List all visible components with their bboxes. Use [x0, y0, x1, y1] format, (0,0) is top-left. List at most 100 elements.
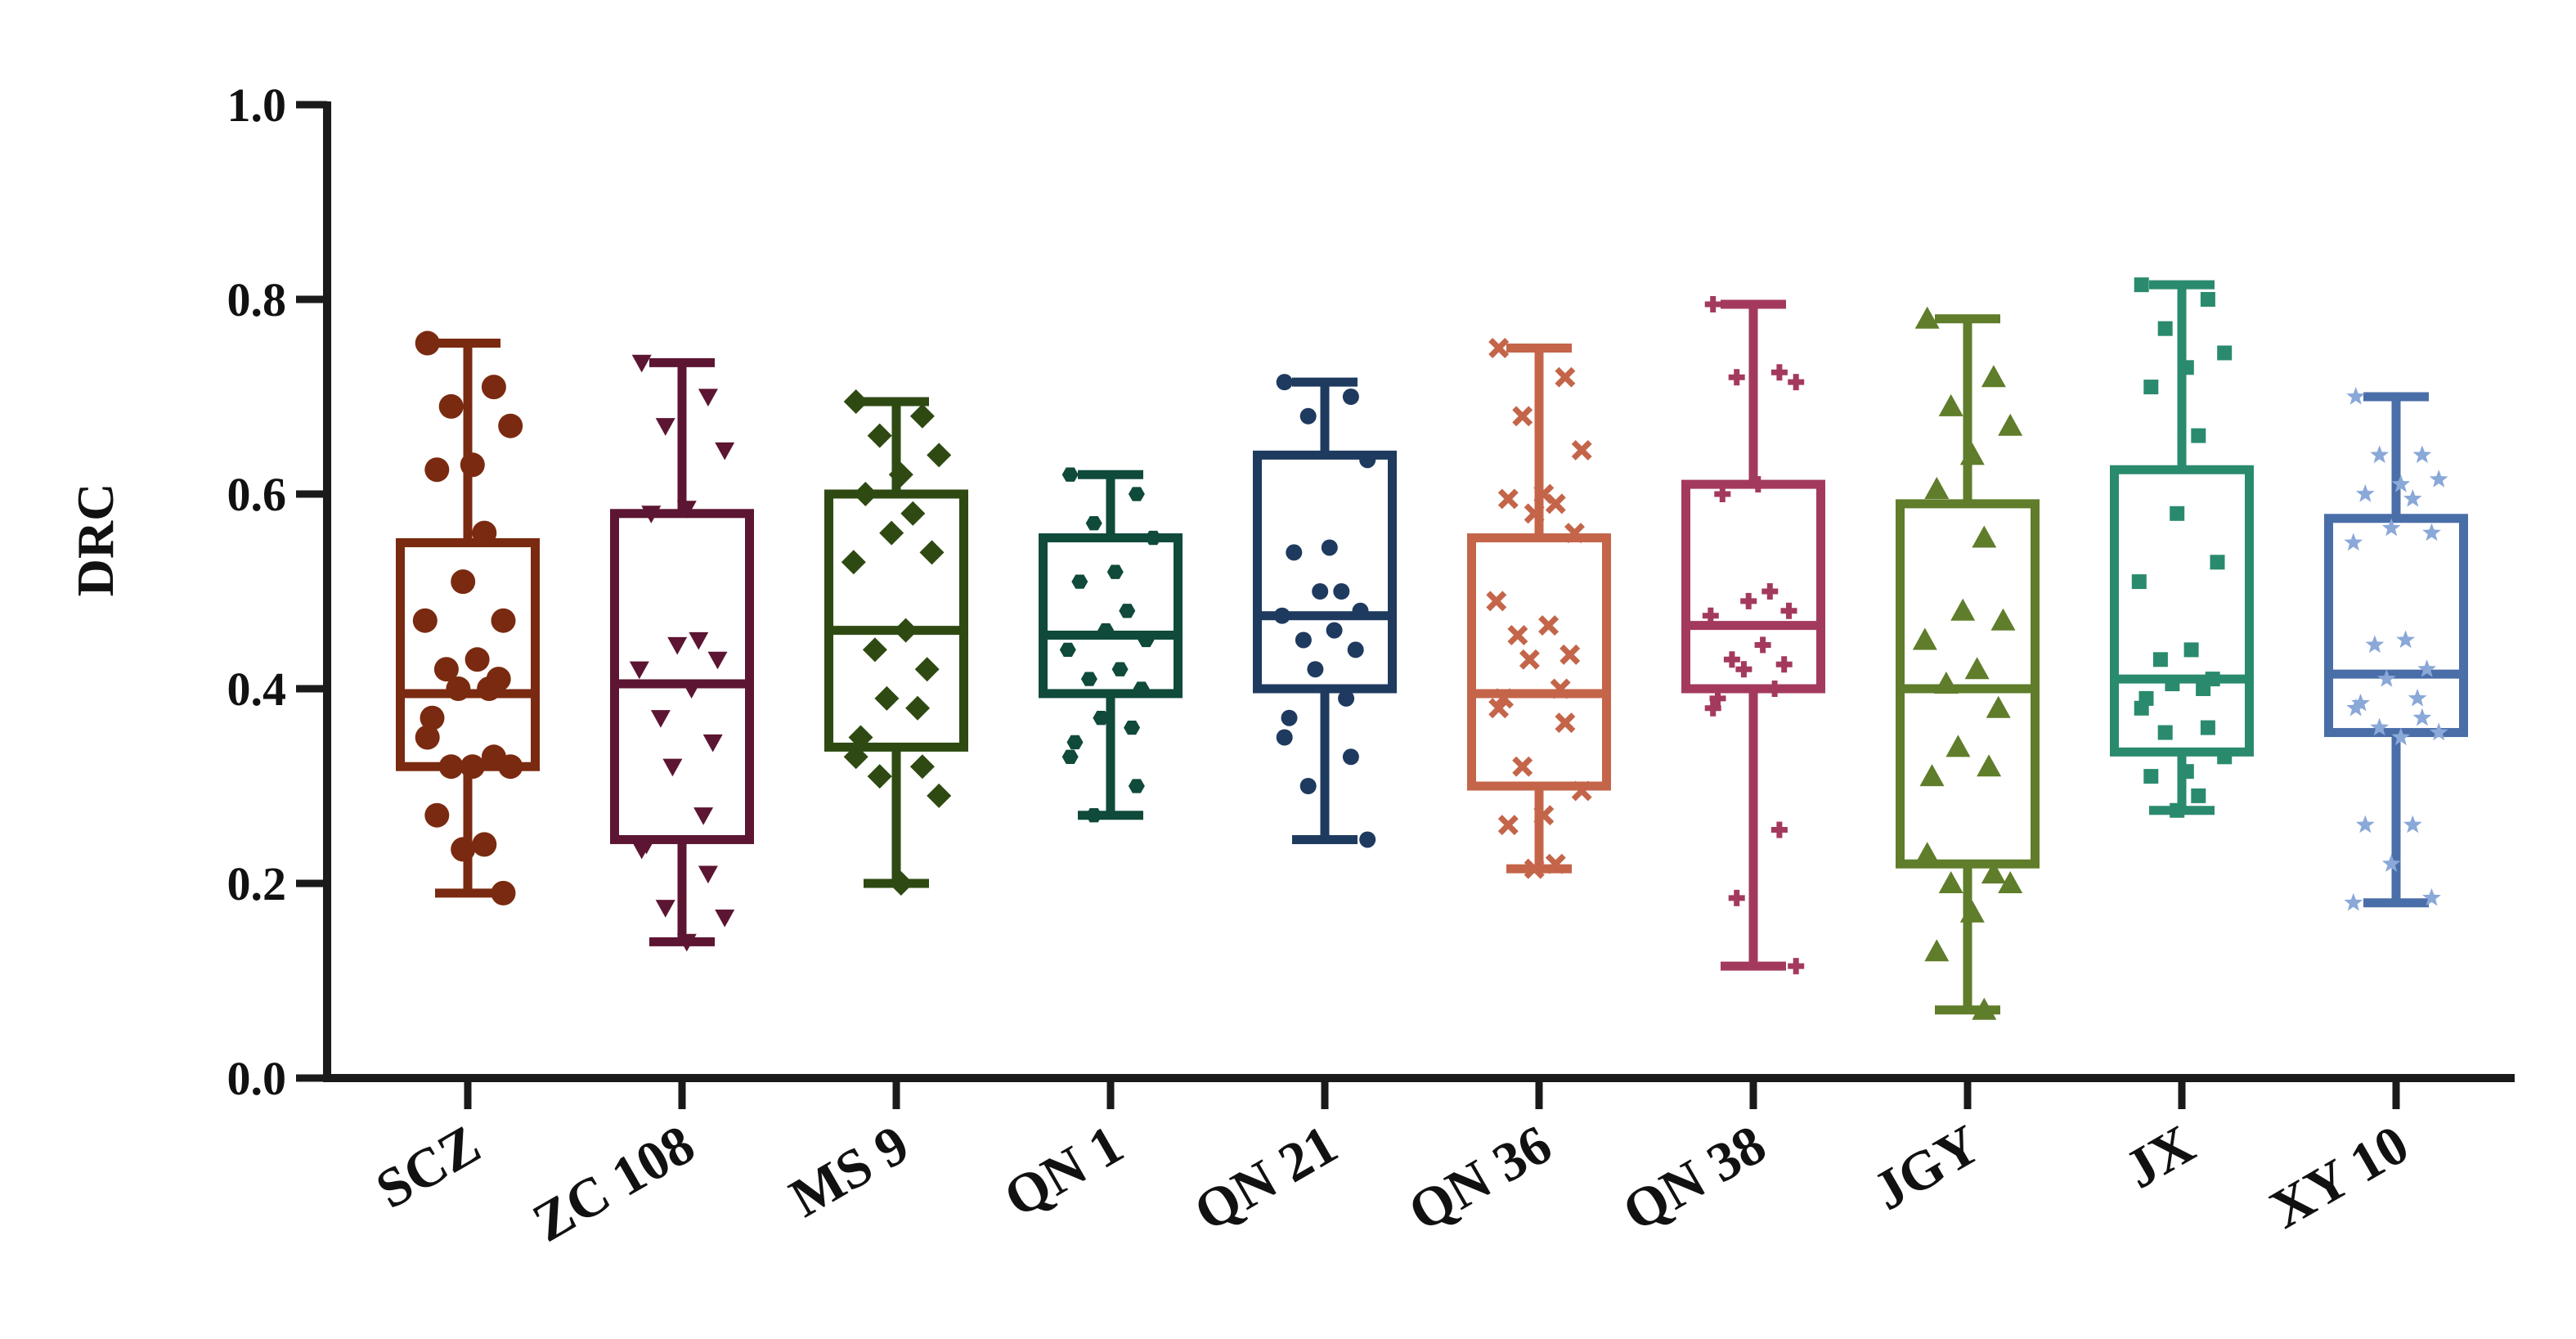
- data-point: [1555, 712, 1576, 734]
- x-tick-label: SCZ: [366, 1112, 491, 1220]
- data-point: [1981, 365, 2006, 388]
- data-point: [909, 754, 935, 780]
- data-point: [698, 389, 718, 407]
- data-point: [927, 783, 952, 808]
- data-point: [2143, 769, 2159, 784]
- data-point: [1964, 657, 1990, 680]
- data-point: [2429, 470, 2448, 488]
- data-point: [472, 520, 497, 546]
- data-point: [1571, 780, 1592, 802]
- points-jgy: [1912, 306, 2023, 1020]
- points-jx: [2131, 277, 2233, 818]
- data-point: [1071, 574, 1088, 589]
- data-point: [698, 865, 718, 884]
- data-point: [867, 423, 892, 448]
- data-point: [919, 540, 945, 565]
- data-point: [879, 520, 904, 546]
- data-point: [1093, 711, 1110, 726]
- data-point: [2412, 445, 2432, 464]
- data-point: [2370, 717, 2390, 736]
- points-qn-36: [1486, 338, 1592, 879]
- box-qn-21: [1253, 377, 1397, 844]
- data-point: [1276, 374, 1293, 391]
- data-point: [2134, 277, 2149, 293]
- data-point: [1106, 564, 1124, 579]
- data-point: [676, 501, 697, 519]
- data-point: [1519, 649, 1540, 670]
- data-point: [1945, 735, 1971, 757]
- points-qn-38: [1702, 295, 1805, 975]
- data-point: [1321, 539, 1338, 556]
- data-point: [1972, 997, 1997, 1020]
- data-point: [1080, 672, 1097, 686]
- data-point: [2429, 722, 2448, 741]
- data-point: [491, 880, 516, 905]
- x-axis: [323, 1074, 2515, 1109]
- data-point: [1342, 748, 1359, 766]
- x-tick-label: MS 9: [779, 1112, 919, 1229]
- data-point: [681, 681, 702, 699]
- data-point: [841, 550, 866, 575]
- data-point: [2351, 693, 2370, 712]
- data-point: [2179, 764, 2194, 780]
- box-jx: [2110, 280, 2254, 816]
- data-point: [2200, 292, 2215, 307]
- iqr-box: [1896, 499, 2040, 869]
- y-tick-label: 0.2: [227, 857, 287, 910]
- data-point: [1704, 295, 1721, 312]
- points-scz: [412, 330, 523, 905]
- data-point: [702, 734, 723, 753]
- data-point: [446, 676, 471, 701]
- data-point: [1145, 530, 1162, 546]
- data-point: [667, 636, 688, 655]
- data-point: [1085, 808, 1102, 823]
- data-point: [1286, 544, 1303, 561]
- data-point: [1359, 831, 1376, 848]
- data-point: [1342, 389, 1359, 405]
- iqr-box: [2110, 465, 2254, 757]
- data-point: [498, 413, 523, 438]
- points-xy-10: [2344, 387, 2448, 911]
- data-point: [2408, 688, 2427, 707]
- data-point: [1924, 477, 1950, 500]
- data-point: [893, 618, 918, 643]
- x-tick-label: JX: [2115, 1112, 2205, 1200]
- data-point: [2210, 555, 2225, 570]
- data-point: [2143, 380, 2159, 395]
- data-point: [412, 608, 438, 633]
- data-point: [1545, 493, 1566, 514]
- data-point: [460, 452, 485, 478]
- data-point: [1119, 604, 1136, 618]
- data-point: [2217, 345, 2233, 361]
- data-point: [2200, 720, 2215, 735]
- data-point: [2355, 484, 2375, 502]
- data-point: [689, 631, 709, 650]
- data-point: [1702, 607, 1719, 624]
- data-point: [2346, 698, 2366, 717]
- data-point: [2170, 505, 2185, 521]
- data-point: [2196, 681, 2211, 696]
- data-point: [1938, 393, 1963, 416]
- data-point: [1990, 608, 2016, 631]
- data-point: [415, 330, 440, 356]
- data-point: [1704, 699, 1721, 717]
- iqr-box: [1039, 533, 1183, 699]
- data-point: [1059, 642, 1076, 658]
- data-point: [862, 637, 887, 663]
- data-point: [424, 802, 450, 828]
- data-point: [1770, 821, 1788, 838]
- data-point: [1981, 861, 2006, 884]
- data-point: [2396, 630, 2416, 649]
- data-point: [909, 403, 935, 429]
- data-point: [1571, 439, 1592, 461]
- data-point: [1728, 889, 1745, 906]
- iqr-box: [1467, 533, 1611, 791]
- data-point: [491, 608, 516, 633]
- data-point: [662, 758, 683, 777]
- iqr-box: [2324, 514, 2468, 738]
- data-point: [1352, 602, 1369, 619]
- data-point: [477, 676, 502, 701]
- data-point: [481, 375, 506, 400]
- data-point: [715, 442, 735, 461]
